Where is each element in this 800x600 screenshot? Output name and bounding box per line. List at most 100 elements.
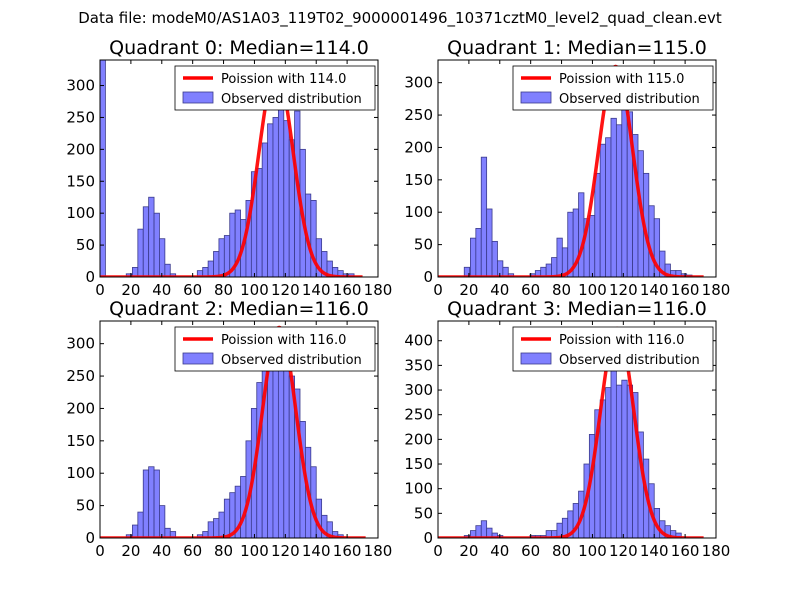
y-tick-label: 0 — [85, 529, 95, 547]
histogram-bar — [475, 228, 482, 277]
chart-panel-2: 0 20 40 60 80 100 120 140 160 1800501001502002503… — [66, 298, 392, 560]
histogram-bar — [272, 349, 279, 538]
histogram-bar — [480, 156, 488, 277]
histogram-bar — [470, 237, 477, 277]
histogram-bar — [207, 521, 214, 538]
histogram-bar — [615, 124, 623, 277]
x-tick-label: 180 — [364, 281, 393, 299]
histogram-bar — [142, 206, 150, 277]
y-tick-label: 350 — [404, 356, 433, 374]
legend-bars-label: Observed distribution — [221, 353, 362, 368]
y-tick-label: 50 — [76, 497, 95, 515]
histogram-bar — [283, 120, 290, 277]
histogram-bar — [100, 60, 106, 277]
x-tick-label: 40 — [152, 542, 171, 560]
axes-frame — [99, 320, 379, 539]
x-tick-label: 60 — [183, 542, 202, 560]
x-tick-label: 140 — [640, 542, 669, 560]
x-tick-label: 180 — [364, 542, 393, 560]
x-tick-label: 0 — [433, 281, 443, 299]
histogram-bar — [475, 525, 482, 538]
y-tick-label: 250 — [404, 106, 433, 124]
histogram-bar — [169, 531, 177, 538]
y-tick-label: 250 — [404, 406, 433, 424]
legend-bars-swatch — [182, 91, 214, 104]
plot-area — [100, 60, 363, 277]
histogram-bar — [605, 137, 612, 277]
y-tick-label: 50 — [76, 236, 95, 254]
x-tick-label: 80 — [214, 281, 233, 299]
chart-panel-3: 0 20 40 60 80 100 120 140 160 1800501001502002503… — [404, 298, 730, 560]
y-tick-label: 0 — [85, 268, 95, 286]
histogram-bar — [486, 208, 493, 277]
y-tick-label: 300 — [66, 77, 95, 95]
y-tick-label: 300 — [404, 74, 433, 92]
x-tick-label: 80 — [552, 542, 571, 560]
x-tick-label: 160 — [671, 542, 700, 560]
y-tick-label: 150 — [404, 455, 433, 473]
poisson-curve — [438, 326, 704, 538]
plot-area — [438, 326, 704, 538]
legend-curve-label: Poission with 116.0 — [221, 333, 346, 348]
y-tick-label: 150 — [404, 171, 433, 189]
x-tick-label: 40 — [490, 281, 509, 299]
y-tick-label: 100 — [66, 464, 95, 482]
histogram-bar — [283, 365, 290, 538]
histogram-bar — [213, 518, 220, 538]
histogram-bar — [491, 240, 498, 277]
histogram-bar — [148, 466, 155, 538]
y-tick-label: 200 — [404, 138, 433, 156]
legend-bars-label: Observed distribution — [221, 92, 362, 107]
y-tick-label: 0 — [423, 268, 433, 286]
x-tick-label: 120 — [271, 542, 300, 560]
y-tick-label: 200 — [66, 399, 95, 417]
histogram-bar — [153, 212, 160, 277]
histogram-bar — [159, 238, 166, 277]
histogram-bar — [545, 263, 552, 277]
legend-curve-label: Poission with 114.0 — [221, 72, 346, 87]
histogram-bar — [137, 511, 144, 538]
histogram-bar — [480, 520, 488, 538]
x-tick-label: 20 — [121, 281, 140, 299]
x-tick-label: 140 — [640, 281, 669, 299]
legend: Poission with 115.0 Observed distribution — [512, 65, 714, 111]
histogram-bar — [213, 251, 220, 277]
histogram-bar — [272, 117, 279, 277]
x-tick-label: 160 — [671, 281, 700, 299]
x-tick-label: 180 — [702, 281, 731, 299]
axes-frame — [437, 320, 717, 539]
x-tick-label: 60 — [183, 281, 202, 299]
y-tick-label: 150 — [66, 432, 95, 450]
poisson-curve — [438, 64, 704, 277]
y-tick-label: 150 — [66, 172, 95, 190]
chart-panel-1: 0 20 40 60 80 100 120 140 160 1800501001502002503… — [404, 37, 730, 299]
y-tick-label: 100 — [66, 204, 95, 222]
histogram-bar — [594, 172, 601, 277]
x-tick-label: 120 — [609, 542, 638, 560]
y-tick-label: 50 — [414, 504, 433, 522]
x-tick-label: 20 — [121, 542, 140, 560]
histogram-bar — [615, 384, 623, 538]
histogram-bar — [599, 399, 606, 538]
legend-curve-label: Poission with 116.0 — [559, 333, 684, 348]
poisson-curve — [100, 325, 366, 538]
legend: Poission with 116.0 Observed distribution — [174, 326, 376, 372]
x-tick-label: 160 — [333, 542, 362, 560]
histogram-bar — [261, 142, 268, 277]
histogram-bar — [267, 123, 274, 277]
x-tick-label: 60 — [521, 542, 540, 560]
histogram-bar — [551, 257, 558, 277]
x-tick-label: 100 — [240, 542, 269, 560]
histogram-bar — [610, 117, 617, 277]
y-tick-label: 300 — [404, 381, 433, 399]
y-tick-label: 400 — [404, 332, 433, 350]
x-tick-label: 0 — [95, 542, 105, 560]
histogram-bar — [207, 260, 214, 277]
histogram-bar — [556, 237, 563, 277]
histogram-bar — [621, 379, 628, 538]
chart-title: Quadrant 1: Median=115.0 — [447, 37, 707, 59]
histogram-bar — [153, 469, 160, 538]
chart-title: Quadrant 3: Median=116.0 — [447, 298, 707, 320]
histogram-bar — [610, 360, 617, 538]
y-tick-label: 250 — [66, 108, 95, 126]
